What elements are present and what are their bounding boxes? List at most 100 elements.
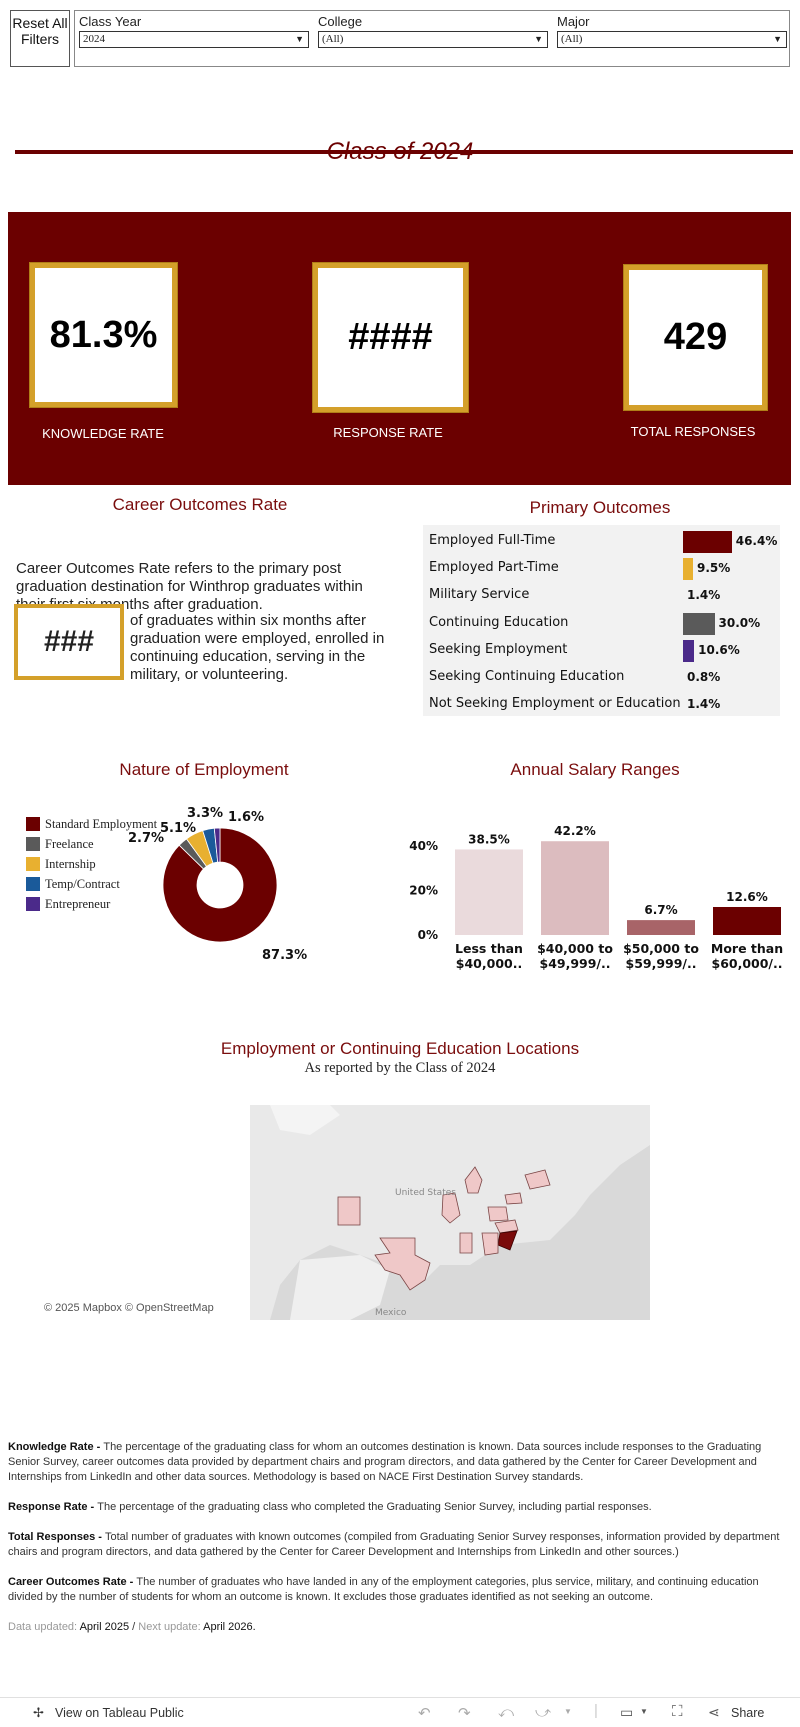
primary-outcome-row: Seeking Employment 10.6% [429, 638, 779, 662]
legend-swatch [26, 897, 40, 911]
total-responses-term: Total Responses - [8, 1531, 105, 1543]
legend-swatch [26, 837, 40, 851]
view-on-tableau-link[interactable]: View on Tableau Public [55, 1706, 184, 1720]
page-title-text: Class of 2024 [326, 138, 474, 165]
salary-bar[interactable] [627, 920, 695, 935]
knowledge-rate-value: 81.3% [30, 263, 177, 407]
share-icon[interactable]: ⋖ [708, 1704, 720, 1720]
x-tick-label: $50,000 to [623, 941, 699, 956]
primary-outcomes-title: Primary Outcomes [529, 498, 671, 517]
primary-outcome-bar [683, 531, 732, 553]
y-tick-label: 40% [409, 839, 438, 853]
response-rate-label: RESPONSE RATE [333, 425, 443, 440]
primary-outcome-value: 1.4% [687, 588, 721, 603]
x-tick-label: $59,999/.. [626, 956, 697, 971]
college-select[interactable]: (All) ▼ [318, 31, 548, 48]
primary-outcome-value: 0.8% [687, 670, 721, 684]
redo-icon[interactable]: ↷ [458, 1705, 471, 1722]
salary-bar[interactable] [541, 841, 609, 935]
georgia-state [481, 1232, 499, 1256]
response-rate-definition: Response Rate - The percentage of the gr… [8, 1500, 792, 1515]
legend-label: Temp/Contract [45, 876, 120, 891]
toolbar-divider: | [594, 1702, 598, 1719]
career-outcomes-intro: Career Outcomes Rate refers to the prima… [16, 560, 363, 613]
primary-outcome-row: Military Service 1.4% [429, 583, 779, 607]
filter-panel: Class Year 2024 ▼ College (All) ▼ Major (A… [74, 10, 790, 67]
salary-data-label: 42.2% [554, 824, 596, 838]
illinois-state [441, 1192, 461, 1224]
map-attribution[interactable]: © 2025 Mapbox © OpenStreetMap [44, 1302, 214, 1314]
career-outcomes-description: of graduates within six months after gra… [130, 612, 385, 683]
primary-outcome-value: 9.5% [696, 561, 731, 576]
next-update-label: Next update: [138, 1621, 204, 1633]
knowledge-rate-label: KNOWLEDGE RATE [42, 426, 164, 441]
primary-outcome-value: 30.0% [718, 615, 761, 630]
chevron-down-icon[interactable]: ▼ [564, 1707, 572, 1716]
legend-label: Entrepreneur [45, 896, 111, 911]
class-year-label: Class Year [79, 14, 142, 29]
page-title: Class of 2024 [0, 138, 800, 166]
x-tick-label: More than [711, 941, 783, 956]
updated-label: Data updated: [8, 1621, 80, 1633]
class-year-value: 2024 [83, 33, 105, 45]
pie-slice[interactable] [162, 827, 278, 943]
chevron-down-icon: ▼ [295, 34, 304, 44]
legend-swatch [26, 817, 40, 831]
salary-bar[interactable] [455, 849, 523, 935]
legend-item[interactable]: Standard Employment [26, 814, 157, 834]
pie-data-label: 2.7% [128, 831, 165, 846]
pie-slice[interactable] [213, 827, 221, 863]
primary-outcome-label: Employed Part-Time [429, 560, 559, 576]
salary-bar[interactable] [713, 907, 781, 935]
tableau-logo-icon: ✢ [33, 1705, 44, 1720]
primary-outcome-label: Employed Full-Time [429, 533, 556, 548]
refresh-icon[interactable]: ⤻ [535, 1704, 552, 1721]
class-year-select[interactable]: 2024 ▼ [79, 31, 309, 48]
update-info: Data updated: April 2025 / Next update: … [8, 1620, 792, 1635]
class-year-filter[interactable]: Class Year 2024 ▼ [79, 14, 309, 48]
primary-outcome-bar [683, 612, 715, 635]
major-value: (All) [561, 33, 583, 45]
career-outcomes-value: ### [14, 604, 124, 680]
primary-outcome-bar [683, 639, 695, 662]
pie-data-label: 3.3% [187, 806, 224, 821]
knowledge-rate-term: Knowledge Rate - [8, 1441, 104, 1453]
primary-outcomes-chart: Employed Full-Time 46.4% Employed Part-Tim… [423, 525, 780, 716]
major-select[interactable]: (All) ▼ [557, 31, 787, 48]
download-icon[interactable]: ▭ [620, 1704, 634, 1720]
legend-item[interactable]: Temp/Contract [26, 874, 157, 894]
next-update-value: April 2026. [203, 1621, 256, 1633]
legend-item[interactable]: Freelance [26, 834, 157, 854]
x-tick-label: $49,999/.. [540, 956, 611, 971]
legend-item[interactable]: Internship [26, 854, 157, 874]
primary-outcome-label: Continuing Education [429, 614, 569, 630]
major-filter[interactable]: Major (All) ▼ [557, 14, 787, 48]
pie-data-label: 87.3% [262, 948, 308, 963]
career-outcomes-def-text: The number of graduates who have landed … [8, 1576, 759, 1603]
college-filter[interactable]: College (All) ▼ [318, 14, 548, 48]
x-tick-label: $40,000.. [456, 956, 522, 971]
career-outcomes-title: Career Outcomes Rate [112, 495, 288, 514]
fullscreen-icon[interactable]: ⛶ [672, 1703, 683, 1720]
chevron-down-icon: ▼ [534, 34, 543, 44]
revert-icon[interactable]: ⤺ [498, 1704, 515, 1721]
legend-label: Freelance [45, 836, 94, 851]
response-rate-term: Response Rate - [8, 1501, 98, 1513]
total-responses-label: TOTAL RESPONSES [630, 424, 756, 439]
x-tick-label: Less than [455, 941, 523, 956]
career-outcomes-term: Career Outcomes Rate - [8, 1576, 137, 1588]
map-label-us: United States [395, 1188, 456, 1198]
primary-outcome-row: Employed Part-Time 9.5% [429, 556, 779, 581]
career-outcomes-definition: Career Outcomes Rate - The number of gra… [8, 1575, 792, 1605]
chevron-down-icon[interactable]: ▼ [640, 1707, 648, 1716]
primary-outcome-bar [683, 558, 693, 581]
primary-outcome-row: Seeking Continuing Education 0.8% [429, 665, 779, 689]
reset-filters-button[interactable]: Reset All Filters [10, 10, 70, 67]
texas-state [374, 1237, 431, 1291]
share-button[interactable]: Share [731, 1706, 765, 1720]
pie-data-label: 5.1% [160, 821, 197, 836]
salary-data-label: 38.5% [468, 832, 510, 846]
locations-map[interactable]: United States Mexico [30, 1105, 785, 1320]
undo-icon[interactable]: ↶ [418, 1705, 431, 1722]
legend-item[interactable]: Entrepreneur [26, 894, 157, 914]
